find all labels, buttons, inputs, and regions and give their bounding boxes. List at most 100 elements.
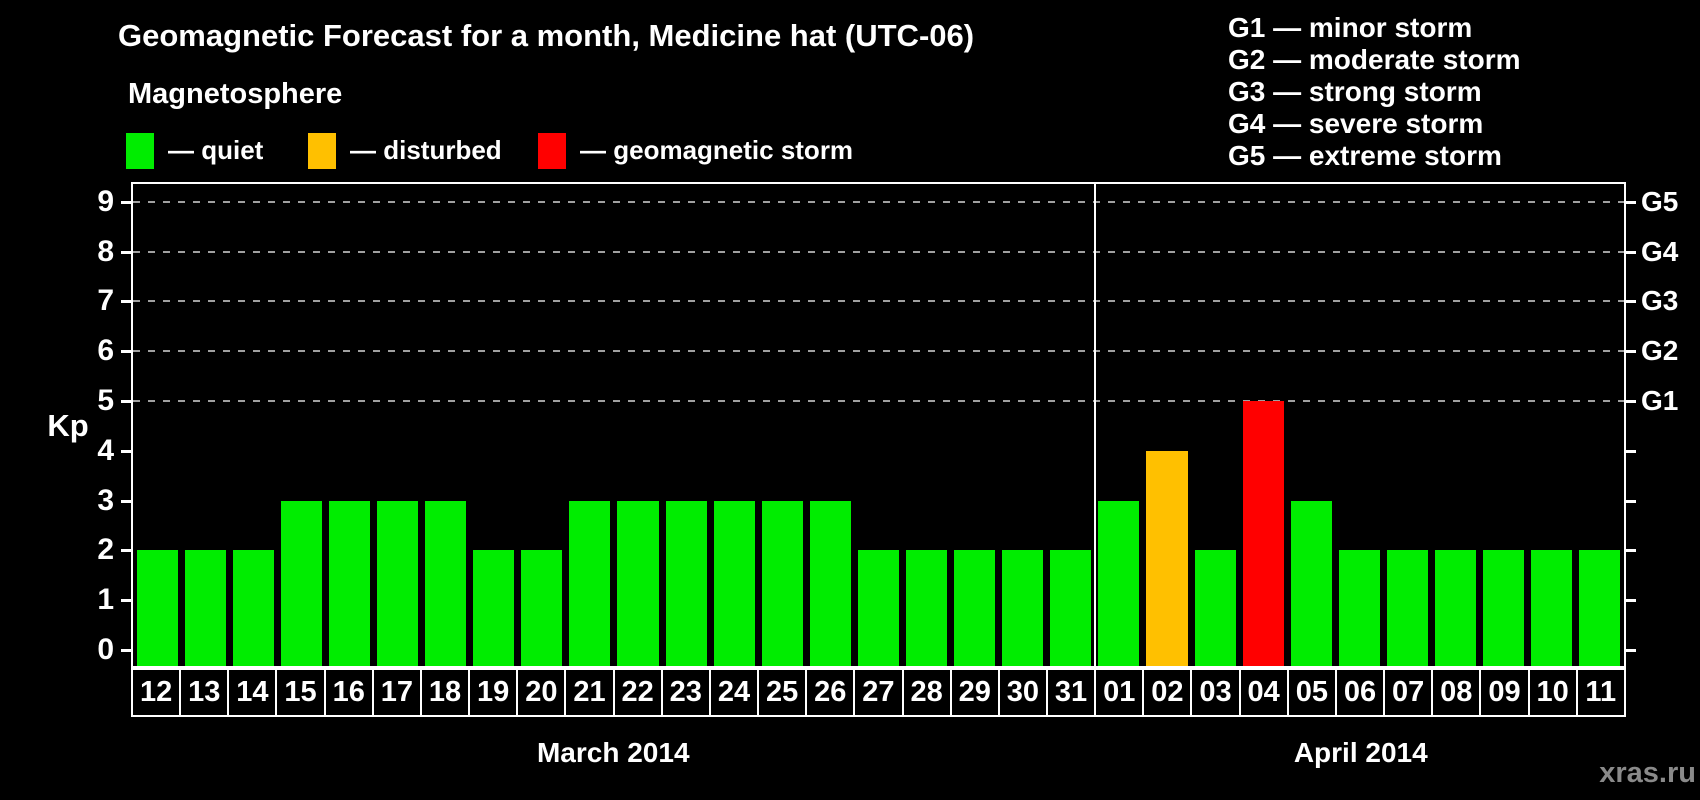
kp-bar-day-19 bbox=[473, 550, 515, 666]
kp-bar-day-02 bbox=[1146, 450, 1188, 666]
chart-title: Geomagnetic Forecast for a month, Medici… bbox=[118, 18, 975, 53]
bar-column bbox=[1383, 184, 1431, 666]
y-tick-label: 7 bbox=[97, 284, 114, 318]
legend-swatch-disturbed-icon bbox=[308, 132, 336, 169]
g-axis-tick bbox=[1626, 350, 1636, 354]
day-label-24: 24 bbox=[708, 668, 760, 717]
g-axis-label-g5: G5 bbox=[1641, 185, 1679, 217]
day-label-15: 15 bbox=[275, 668, 326, 717]
g-axis-tick bbox=[1626, 599, 1636, 603]
legend-swatch-storm-icon bbox=[538, 132, 566, 169]
day-label-20: 20 bbox=[516, 668, 567, 717]
bar-column bbox=[277, 184, 325, 666]
legend-label-storm: — geomagnetic storm bbox=[580, 135, 854, 165]
kp-bar-day-05 bbox=[1290, 500, 1332, 666]
month-separator bbox=[1093, 184, 1096, 666]
legend-item-storm: — geomagnetic storm bbox=[538, 132, 853, 169]
y-tick-label: 9 bbox=[97, 184, 114, 218]
month-label: March 2014 bbox=[536, 737, 690, 768]
y-tick-label: 0 bbox=[97, 633, 114, 666]
day-label-31: 31 bbox=[1045, 668, 1097, 717]
watermark: xras.ru bbox=[1599, 757, 1696, 789]
g-axis-label-g2: G2 bbox=[1641, 335, 1679, 367]
day-label-07: 07 bbox=[1383, 668, 1434, 717]
kp-bar-day-17 bbox=[376, 500, 419, 666]
legend-item-disturbed: — disturbed bbox=[308, 132, 502, 169]
bar-column bbox=[1335, 184, 1383, 666]
bar-column bbox=[903, 184, 951, 666]
gridline-g1 bbox=[133, 400, 1624, 402]
day-label-22: 22 bbox=[612, 668, 663, 717]
kp-bar-day-15 bbox=[280, 500, 322, 666]
storm-scale-line-g3: G3 — strong storm bbox=[1228, 76, 1482, 107]
y-tick-label: 5 bbox=[97, 384, 114, 417]
month-label: April 2014 bbox=[1293, 737, 1428, 768]
bar-column bbox=[806, 184, 854, 666]
y-axis-tick bbox=[121, 300, 131, 304]
legend-label-quiet: — quiet bbox=[168, 135, 264, 165]
day-axis: 12 13 14 15 16 17 18 19 20 21 22 23 24 25 26 27 28 29 30 31… bbox=[131, 668, 1626, 717]
kp-bar-day-27 bbox=[857, 550, 899, 666]
day-label-28: 28 bbox=[901, 668, 952, 717]
gridline-g5 bbox=[133, 200, 1624, 203]
day-label-27: 27 bbox=[853, 668, 904, 717]
day-label-30: 30 bbox=[997, 668, 1048, 717]
kp-bar-day-13 bbox=[184, 550, 226, 666]
kp-bar-day-22 bbox=[617, 500, 659, 666]
storm-scale-legend: G1 — minor storm G2 — moderate storm G3 — … bbox=[1228, 12, 1521, 172]
kp-bar-day-07 bbox=[1386, 550, 1429, 666]
kp-bar-day-16 bbox=[328, 500, 370, 666]
bar-column bbox=[229, 184, 277, 666]
bar-column bbox=[1047, 184, 1095, 666]
storm-scale-line-g5: G5 — extreme storm bbox=[1228, 140, 1502, 171]
bar-column bbox=[1528, 184, 1576, 666]
bar-column bbox=[470, 184, 518, 666]
storm-scale-line-g2: G2 — moderate storm bbox=[1228, 44, 1521, 75]
kp-bar-day-11 bbox=[1579, 550, 1621, 666]
day-label-10: 10 bbox=[1527, 668, 1578, 717]
g-axis-label-g4: G4 bbox=[1641, 235, 1679, 267]
bar-column bbox=[181, 184, 229, 666]
kp-bar-day-26 bbox=[809, 500, 851, 666]
y-axis-tick bbox=[121, 350, 131, 354]
kp-bar-day-29 bbox=[954, 550, 996, 666]
legend-swatch-quiet-icon bbox=[126, 132, 154, 169]
bars-container bbox=[133, 184, 1624, 666]
day-label-23: 23 bbox=[660, 668, 711, 717]
day-label-11: 11 bbox=[1575, 668, 1626, 717]
bar-column bbox=[662, 184, 710, 666]
kp-bar-day-30 bbox=[1002, 550, 1044, 666]
day-label-16: 16 bbox=[323, 668, 374, 717]
kp-bar-day-03 bbox=[1194, 550, 1236, 666]
gridline-g4 bbox=[133, 250, 1624, 253]
day-label-21: 21 bbox=[564, 668, 615, 717]
g-axis-tick bbox=[1626, 400, 1636, 403]
day-label-06: 06 bbox=[1334, 668, 1386, 717]
kp-bar-day-23 bbox=[665, 500, 707, 666]
bar-column bbox=[951, 184, 999, 666]
g-axis-tick bbox=[1626, 300, 1636, 304]
bar-column bbox=[1287, 184, 1335, 666]
bar-column bbox=[854, 184, 902, 666]
kp-bar-day-08 bbox=[1435, 550, 1477, 666]
y-axis-tick bbox=[121, 599, 131, 603]
day-label-05: 05 bbox=[1286, 668, 1337, 717]
day-label-19: 19 bbox=[468, 668, 519, 717]
day-label-29: 29 bbox=[949, 668, 1000, 717]
bar-column bbox=[325, 184, 373, 666]
day-label-03: 03 bbox=[1190, 668, 1241, 717]
kp-bar-day-09 bbox=[1483, 550, 1525, 666]
kp-bar-day-18 bbox=[425, 500, 467, 666]
kp-bar-day-14 bbox=[232, 550, 274, 666]
storm-scale-line-g1: G1 — minor storm bbox=[1228, 12, 1473, 43]
y-axis-tick bbox=[121, 549, 131, 553]
y-tick-label: 8 bbox=[97, 234, 114, 268]
bar-column bbox=[373, 184, 421, 666]
magnetosphere-heading: Magnetosphere bbox=[128, 78, 343, 110]
day-label-26: 26 bbox=[805, 668, 856, 717]
day-label-25: 25 bbox=[757, 668, 808, 717]
day-label-17: 17 bbox=[371, 668, 422, 717]
kp-bar-day-04 bbox=[1242, 401, 1284, 666]
kp-bar-day-06 bbox=[1338, 550, 1380, 666]
